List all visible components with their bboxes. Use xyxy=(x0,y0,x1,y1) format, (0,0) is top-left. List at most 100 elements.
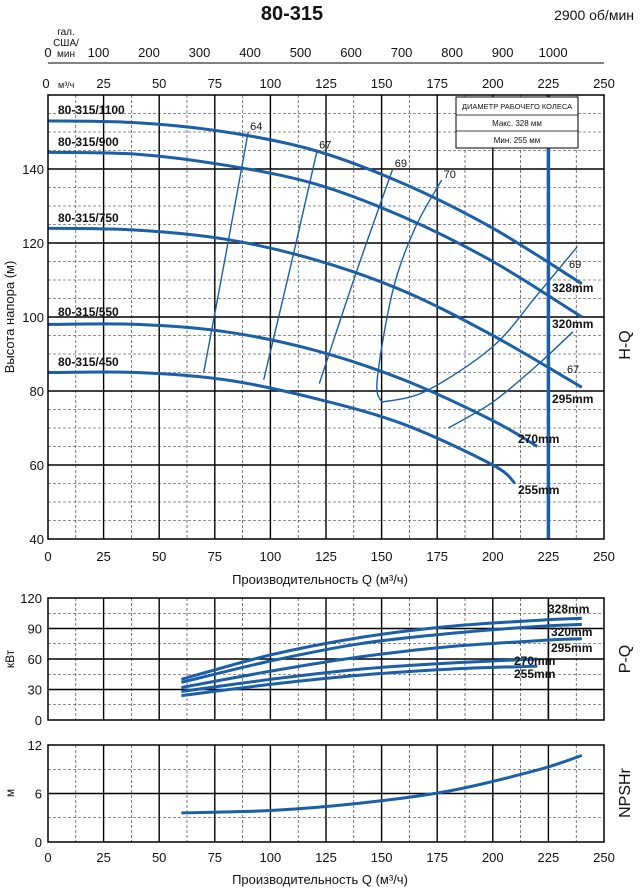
hq-series-line xyxy=(47,370,517,485)
top-m3h-tick: 175 xyxy=(426,76,448,91)
pq-side-label: P-Q xyxy=(617,645,634,673)
efficiency-label: 70 xyxy=(444,169,456,181)
efficiency-curve xyxy=(376,179,443,403)
hq-series-label: 328mm xyxy=(552,281,593,295)
hq-x-tick: 125 xyxy=(315,549,337,564)
npsh-ylabel: м xyxy=(3,789,17,797)
top-gpm-tick: 800 xyxy=(441,45,463,60)
hq-x-tick: 75 xyxy=(208,549,222,564)
hq-series-line xyxy=(47,150,583,319)
npsh-x-tick: 225 xyxy=(538,850,560,865)
speed-label: 2900 об/мин xyxy=(554,7,634,23)
npsh-labels-group: 0 6 12 0 25 50 75 100 125 150 175 200 225 250 Производ… xyxy=(3,738,634,887)
hq-series-label: 255mm xyxy=(518,483,559,497)
npsh-x-tick: 250 xyxy=(593,850,615,865)
pq-ylabel: кВт xyxy=(3,649,17,668)
efficiency-label: 69 xyxy=(395,158,407,170)
legend-title: ДИАМЕТР РАБОЧЕГО КОЛЕСА xyxy=(462,102,572,111)
top-gpm-tick: 0 xyxy=(44,45,51,60)
top-gpm-tick: 1000 xyxy=(539,45,568,60)
hq-x-tick: 150 xyxy=(371,549,393,564)
hq-series-line xyxy=(47,226,583,389)
efficiency-curve xyxy=(203,131,249,373)
hq-series-group xyxy=(47,119,583,485)
hq-panel: 64 67 69 70 69 67 328mm 320mm 295mm 270mm 255mm 80… xyxy=(2,45,634,587)
legend-max: Макс. 328 мм xyxy=(492,119,542,128)
pq-series-label: 270mm xyxy=(514,654,555,668)
hq-x-tick: 100 xyxy=(260,549,282,564)
hq-y-tick: 40 xyxy=(30,532,44,547)
npsh-frame xyxy=(47,744,605,843)
hq-x-tick: 250 xyxy=(593,549,615,564)
hq-series-line xyxy=(47,322,539,448)
model-label: 80-315/1100 xyxy=(58,103,125,117)
hq-xlabel: Производительность Q (м³/ч) xyxy=(232,572,408,587)
top-gpm-tick: 100 xyxy=(88,45,110,60)
pq-series-line xyxy=(181,664,538,698)
pq-y-tick: 30 xyxy=(28,683,42,698)
model-label: 80-315/550 xyxy=(58,305,119,319)
hq-frame xyxy=(47,94,605,540)
hq-x-tick: 175 xyxy=(426,549,448,564)
pq-grid xyxy=(48,598,604,720)
npsh-x-tick: 25 xyxy=(96,850,110,865)
hq-x-tick: 50 xyxy=(152,549,166,564)
pq-series-label: 255mm xyxy=(514,667,555,681)
top-m3h-tick: 50 xyxy=(152,76,166,91)
npsh-y-tick: 12 xyxy=(28,738,42,753)
hq-series-label: 270mm xyxy=(518,432,559,446)
top-gpm-tick: 700 xyxy=(391,45,413,60)
top-m3h-tick: 200 xyxy=(482,76,504,91)
gpm-unit-label: гал. США/мин xyxy=(53,27,79,60)
efficiency-curve xyxy=(263,150,318,381)
top-m3h-tick: 100 xyxy=(260,76,282,91)
npsh-x-tick: 125 xyxy=(315,850,337,865)
legend-min: Мин. 255 мм xyxy=(494,136,541,145)
npsh-x-tick: 150 xyxy=(371,850,393,865)
pq-series-line xyxy=(181,637,582,689)
model-label: 80-315/750 xyxy=(58,211,119,225)
hq-y-tick: 80 xyxy=(30,384,44,399)
pq-series-line xyxy=(181,657,538,693)
hq-series-label: 295mm xyxy=(552,392,593,406)
efficiency-label: 67 xyxy=(319,140,331,152)
npsh-x-tick: 200 xyxy=(482,850,504,865)
top-m3h-tick: 75 xyxy=(208,76,222,91)
top-m3h-tick: 25 xyxy=(96,76,110,91)
npsh-y-tick: 6 xyxy=(35,787,42,802)
pq-frame xyxy=(47,597,605,721)
top-m3h-tick: 125 xyxy=(315,76,337,91)
top-m3h-tick: 0 xyxy=(42,76,49,91)
model-label: 80-315/450 xyxy=(58,355,119,369)
top-m3h-tick: 225 xyxy=(538,76,560,91)
npsh-x-tick: 50 xyxy=(152,850,166,865)
hq-x-tick: 25 xyxy=(96,549,110,564)
hq-efficiency-curves: 64 67 69 70 69 67 xyxy=(203,121,581,429)
npsh-x-tick: 100 xyxy=(260,850,282,865)
pq-y-tick: 120 xyxy=(20,591,42,606)
npsh-xlabel: Производительность Q (м³/ч) xyxy=(232,872,408,887)
npsh-series-group xyxy=(181,754,583,815)
pq-y-tick: 0 xyxy=(35,713,42,728)
top-gpm-tick: 300 xyxy=(189,45,211,60)
top-gpm-tick: 500 xyxy=(290,45,312,60)
npsh-x-tick: 75 xyxy=(208,850,222,865)
top-gpm-tick: 900 xyxy=(492,45,514,60)
hq-grid xyxy=(48,95,604,539)
npsh-series-line xyxy=(181,754,583,815)
npsh-panel: 0 6 12 0 25 50 75 100 125 150 175 200 225 250 Производ… xyxy=(3,738,634,887)
top-gpm-tick: 400 xyxy=(239,45,261,60)
npsh-x-tick: 175 xyxy=(426,850,448,865)
pq-series-label: 328mm xyxy=(548,602,589,616)
hq-labels-group: 328mm 320mm 295mm 270mm 255mm 80-315/1100 80-3… xyxy=(2,45,634,587)
efficiency-curve xyxy=(447,331,574,429)
hq-ylabel: Высота напора (м) xyxy=(2,261,17,374)
npsh-y-tick: 0 xyxy=(35,835,42,850)
pq-series-line xyxy=(181,622,582,684)
pq-series-label: 320mm xyxy=(551,625,592,639)
top-gpm-tick: 200 xyxy=(138,45,160,60)
efficiency-label: 64 xyxy=(250,121,262,133)
